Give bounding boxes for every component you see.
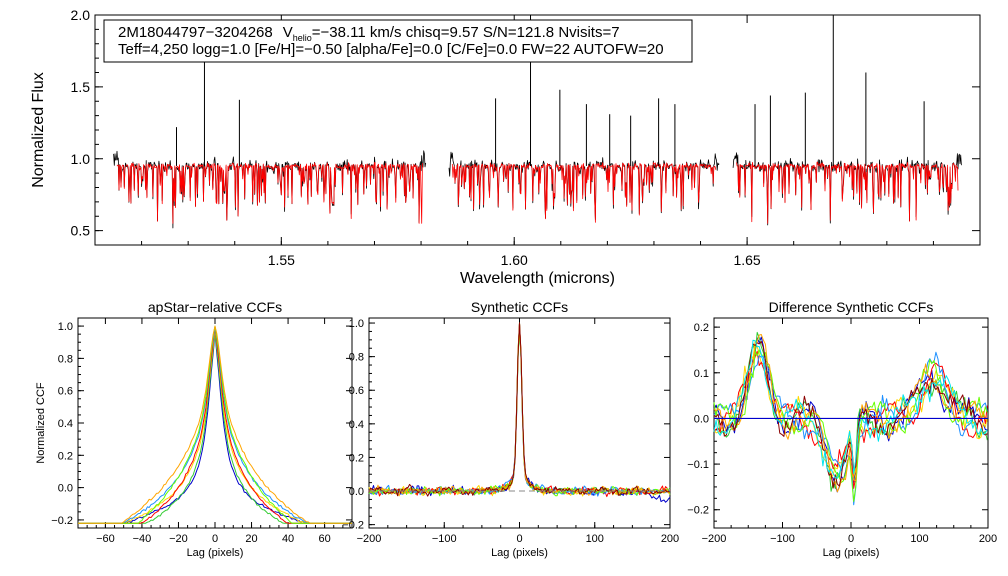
x-tick-label: −200	[702, 533, 727, 545]
vhelio-value: =−38.11 km/s chisq=9.57 S/N=121.8 Nvisit…	[312, 24, 620, 41]
ccf-series-line	[368, 323, 671, 498]
x-axis-label: Lag (pixels)	[823, 547, 880, 559]
ccf-series-line	[713, 334, 988, 493]
x-axis-label: Lag (pixels)	[187, 547, 244, 559]
x-axis-label: Lag (pixels)	[491, 547, 548, 559]
chart-title: Difference Synthetic CCFs	[769, 299, 934, 315]
y-tick-label: 0.0	[349, 486, 364, 498]
plot-frame	[77, 317, 353, 529]
ccf-series-line	[78, 333, 352, 524]
model-spectrum-line	[116, 161, 423, 224]
y-axis-label: Normalized Flux	[30, 72, 47, 188]
x-tick-label: 200	[661, 533, 679, 545]
difference-ccf-panel: −200 −100 0 100 200 −0.2 −0.1 0.0 0.1 0.2 Differen…	[687, 299, 997, 559]
y-tick-label: 0.2	[58, 450, 73, 462]
x-tick-label: −20	[169, 533, 188, 545]
x-tick-label: 100	[586, 533, 604, 545]
ccf-series-line	[368, 323, 671, 497]
x-tick-label: 0	[848, 533, 854, 545]
ccf-series-line	[713, 350, 988, 489]
info-legend-box: 2M18044797−3204268 Vhelio=−38.11 km/s chi…	[103, 19, 693, 63]
y-tick-label: 0.2	[349, 452, 364, 464]
y-tick-label: 2.0	[71, 7, 91, 23]
y-tick-label: −0.2	[51, 515, 73, 527]
ccf-series-line	[368, 322, 671, 497]
observed-spectrum-line	[113, 150, 427, 229]
y-tick-label: −0.1	[687, 459, 709, 471]
ccf-series-line	[713, 341, 988, 489]
y-tick-label: 1.5	[71, 79, 91, 95]
ccf-series-line	[368, 322, 671, 497]
vhelio-subscript: helio	[293, 33, 312, 43]
x-tick-label: 0	[212, 533, 218, 545]
ccf-series-line	[368, 322, 671, 497]
y-tick-label: −0.2	[342, 520, 364, 532]
synthetic-ccf-panel: −200 −100 0 100 200 −0.2 0.0 0.2 0.4 0.6 0.8 1.0 Syn…	[342, 299, 679, 559]
apstar-ccf-panel: −60 −40 −20 0 20 40 60 −0.2 0.0 0.2 0.4 0.6 0.8 1.0 ap…	[35, 299, 353, 559]
ccf-series-line	[78, 332, 352, 524]
ccf-series-line	[713, 349, 988, 502]
x-tick-label: −60	[96, 533, 115, 545]
ccf-series-line	[78, 326, 352, 524]
y-tick-label: 0.4	[349, 419, 364, 431]
y-tick-label: −0.2	[687, 505, 709, 517]
spectrum-panel: 1.55 1.60 1.65 0.5 1.0 1.5 2.0 Wavelength (micr…	[30, 7, 981, 287]
x-tick-label: 1.55	[268, 252, 295, 268]
info-line-1: 2M18044797−3204268 Vhelio=−38.11 km/s chi…	[118, 24, 620, 43]
ccf-series-line	[368, 322, 671, 503]
y-tick-label: 0.6	[58, 386, 73, 398]
ccf-series-line	[78, 330, 352, 524]
ccf-series-line	[78, 327, 352, 524]
y-tick-label: 0.5	[71, 223, 91, 239]
y-tick-label: 0.8	[58, 353, 73, 365]
vhelio-symbol: V	[283, 24, 293, 41]
x-tick-label: 1.65	[733, 252, 760, 268]
y-tick-label: 0.8	[349, 352, 364, 364]
x-tick-label: −200	[357, 533, 382, 545]
x-tick-label: −100	[432, 533, 457, 545]
info-legend-frame	[103, 19, 693, 63]
x-tick-label: −40	[133, 533, 152, 545]
y-tick-label: 1.0	[58, 321, 73, 333]
ccf-series-line	[368, 327, 671, 497]
plot-frame	[368, 317, 671, 529]
ccf-series-line	[713, 339, 988, 479]
y-tick-label: 0.0	[694, 413, 709, 425]
info-line-2: Teff=4,250 logg=1.0 [Fe/H]=−0.50 [alpha/…	[118, 41, 664, 58]
model-spectrum-line	[736, 161, 959, 224]
model-spectrum-line	[451, 162, 717, 223]
chart-title: Synthetic CCFs	[471, 299, 568, 315]
y-tick-label: 0.6	[349, 385, 364, 397]
y-tick-label: 0.0	[58, 483, 73, 495]
y-tick-label: 0.1	[694, 368, 709, 380]
ccf-series-line	[368, 322, 671, 497]
star-id: 2M18044797−3204268	[118, 24, 273, 41]
x-axis-label: Wavelength (microns)	[460, 270, 615, 287]
chart-title: apStar−relative CCFs	[148, 299, 282, 315]
y-tick-label: 0.4	[58, 418, 73, 430]
y-tick-label: 1.0	[71, 151, 91, 167]
x-tick-label: 40	[282, 533, 294, 545]
y-tick-label: 0.2	[694, 322, 709, 334]
x-tick-label: 20	[245, 533, 257, 545]
ccf-series-line	[78, 325, 352, 524]
x-tick-label: 100	[910, 533, 928, 545]
x-tick-label: 0	[516, 533, 522, 545]
x-tick-label: 60	[318, 533, 330, 545]
x-tick-label: −100	[770, 533, 795, 545]
ccf-series-line	[78, 325, 352, 524]
x-tick-label: 1.60	[501, 252, 528, 268]
x-tick-label: 200	[979, 533, 997, 545]
y-tick-label: 1.0	[349, 318, 364, 330]
y-axis-label: Normalized CCF	[35, 382, 47, 464]
